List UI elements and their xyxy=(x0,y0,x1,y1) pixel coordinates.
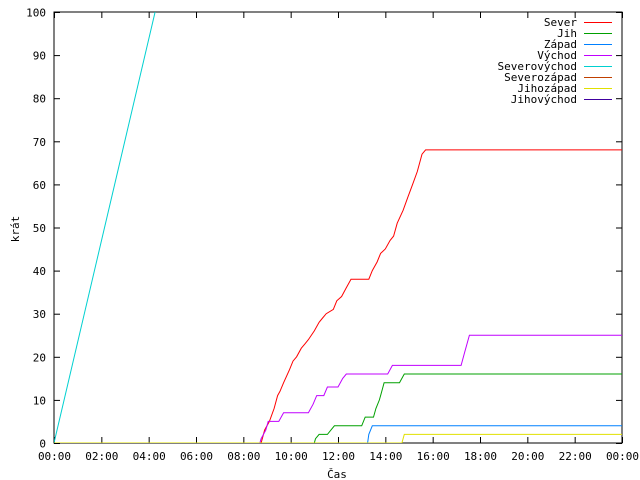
legend-label: Jih xyxy=(557,27,577,40)
x-tick-label: 16:00 xyxy=(417,450,450,463)
x-tick-label: 14:00 xyxy=(369,450,402,463)
x-tick-label: 20:00 xyxy=(511,450,544,463)
legend-label: Sever xyxy=(544,16,577,29)
y-tick-label: 20 xyxy=(33,351,46,364)
series-line-4 xyxy=(54,334,622,443)
series-line-1 xyxy=(54,149,622,443)
legend-label: Východ xyxy=(537,49,577,62)
legend-label: Severovýchod xyxy=(498,60,577,73)
y-tick-label: 60 xyxy=(33,179,46,192)
legend-label: Jihozápad xyxy=(517,82,577,95)
y-tick-label: 0 xyxy=(39,438,46,451)
x-tick-label: 06:00 xyxy=(180,450,213,463)
x-tick-label: 00:00 xyxy=(606,450,639,463)
series-line-2 xyxy=(54,373,622,443)
y-tick-label: 80 xyxy=(33,93,46,106)
x-tick-label: 02:00 xyxy=(85,450,118,463)
x-tick-label: 10:00 xyxy=(275,450,308,463)
x-axis-label: Čas xyxy=(327,468,347,480)
y-tick-label: 90 xyxy=(33,50,46,63)
x-tick-label: 00:00 xyxy=(38,450,71,463)
x-tick-label: 04:00 xyxy=(133,450,166,463)
y-tick-label: 40 xyxy=(33,265,46,278)
y-axis-label: krát xyxy=(9,216,22,243)
plot-area: 0 10 20 30 40 50 60 70 80 90 100 00:00 02:00 04:00 06:… xyxy=(26,7,639,464)
x-tick-label: 22:00 xyxy=(559,450,592,463)
x-tick-label: 08:00 xyxy=(227,450,260,463)
y-tick-label: 50 xyxy=(33,222,46,235)
y-tick-label: 30 xyxy=(33,308,46,321)
series-line-3 xyxy=(54,425,622,443)
y-tick-label: 100 xyxy=(26,7,46,20)
y-tick-label: 70 xyxy=(33,136,46,149)
legend-label: Severozápad xyxy=(504,71,577,84)
legend-label: Jihovýchod xyxy=(511,93,577,106)
series-line-7 xyxy=(54,433,622,443)
x-tick-label: 18:00 xyxy=(464,450,497,463)
legend-label: Západ xyxy=(544,38,577,51)
y-tick-label: 10 xyxy=(33,394,46,407)
series-line-5 xyxy=(54,12,156,443)
x-tick-label: 12:00 xyxy=(322,450,355,463)
